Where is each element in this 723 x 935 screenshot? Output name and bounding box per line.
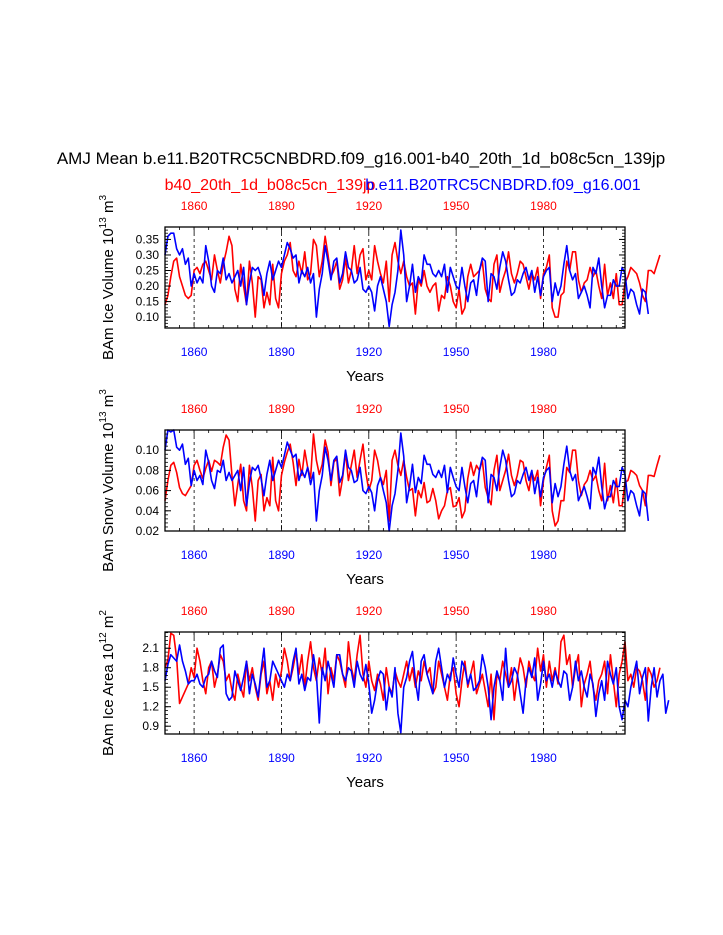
y-tick-label: 1.8 — [142, 661, 159, 675]
y-tick-label: 0.20 — [136, 279, 160, 293]
series-line-red — [164, 632, 661, 721]
legend-red: b40_20th_1d_b08c5cn_139jp — [165, 177, 376, 194]
x-tick-label-bottom: 1980 — [530, 548, 557, 562]
plot-frame — [164, 226, 626, 329]
x-axis-label: Years — [346, 571, 384, 588]
y-tick-label: 0.02 — [136, 524, 160, 538]
x-tick-label-top: 1980 — [530, 604, 557, 618]
panel-ice-volume: 0.100.15 0.200.25 0.30 0.35 1860 1860 1890 1890… — [98, 195, 661, 385]
x-tick-label-bottom: 1950 — [443, 751, 470, 765]
y-tick-label: 0.10 — [136, 443, 160, 457]
y-tick-label: 0.15 — [136, 295, 160, 309]
panel-snow-volume: 0.02 0.04 0.06 0.08 0.10 1860 1860 1890 1890 1920… — [98, 389, 661, 588]
x-tick-label-bottom: 1980 — [530, 751, 557, 765]
x-axis-label: Years — [346, 774, 384, 791]
x-tick-label-top: 1890 — [268, 402, 295, 416]
x-tick-label-top: 1860 — [181, 604, 208, 618]
y-tick-label: 0.10 — [136, 310, 160, 324]
y-tick-label: 0.06 — [136, 484, 160, 498]
y-tick-label: 0.30 — [136, 248, 160, 262]
x-tick-label-top: 1980 — [530, 199, 557, 213]
series-line-blue — [164, 429, 650, 532]
x-tick-label-bottom: 1920 — [355, 548, 382, 562]
x-tick-label-top: 1920 — [355, 402, 382, 416]
x-tick-label-bottom: 1950 — [443, 548, 470, 562]
y-tick-label: 2.1 — [142, 641, 159, 655]
x-tick-label-top: 1980 — [530, 402, 557, 416]
y-tick-label: 0.35 — [136, 232, 160, 246]
x-tick-label-top: 1890 — [268, 199, 295, 213]
panel-ice-area: 0.9 1.2 1.5 1.8 2.1 1860 1860 1890 1890 1920 1920 1… — [98, 604, 670, 791]
x-tick-label-top: 1890 — [268, 604, 295, 618]
y-tick-label: 0.25 — [136, 264, 160, 278]
x-tick-label-bottom: 1980 — [530, 345, 557, 359]
y-axis-label: BAm Ice Area 1012 m2 — [98, 610, 117, 756]
x-tick-label-top: 1860 — [181, 402, 208, 416]
y-axis-label: BAm Snow Volume 1013 m3 — [98, 389, 117, 572]
x-axis-label: Years — [346, 368, 384, 385]
plot-frame — [164, 429, 626, 532]
y-tick-label: 1.5 — [142, 680, 159, 694]
x-tick-label-bottom: 1890 — [268, 345, 295, 359]
x-tick-label-bottom: 1860 — [181, 751, 208, 765]
legend-blue: b.e11.B20TRC5CNBDRD.f09_g16.001 — [365, 177, 641, 194]
x-tick-label-bottom: 1860 — [181, 345, 208, 359]
y-tick-label: 0.04 — [136, 504, 160, 518]
x-tick-label-top: 1920 — [355, 604, 382, 618]
x-tick-label-top: 1860 — [181, 199, 208, 213]
y-tick-label: 1.2 — [142, 700, 159, 714]
y-tick-label: 0.9 — [142, 719, 159, 733]
series-line-red — [164, 235, 661, 318]
x-tick-label-bottom: 1920 — [355, 345, 382, 359]
x-tick-label-bottom: 1920 — [355, 751, 382, 765]
x-tick-label-top: 1950 — [443, 402, 470, 416]
y-axis-label: BAm Ice Volume 1013 m3 — [98, 195, 117, 361]
x-tick-label-top: 1920 — [355, 199, 382, 213]
x-tick-label-bottom: 1890 — [268, 751, 295, 765]
x-tick-label-bottom: 1860 — [181, 548, 208, 562]
x-tick-label-top: 1950 — [443, 604, 470, 618]
chart-title: AMJ Mean b.e11.B20TRC5CNBDRD.f09_g16.001… — [57, 149, 665, 168]
series-line-blue — [164, 644, 670, 734]
x-tick-label-top: 1950 — [443, 199, 470, 213]
y-tick-label: 0.08 — [136, 463, 160, 477]
x-tick-label-bottom: 1950 — [443, 345, 470, 359]
series-line-blue — [164, 229, 650, 328]
x-tick-label-bottom: 1890 — [268, 548, 295, 562]
